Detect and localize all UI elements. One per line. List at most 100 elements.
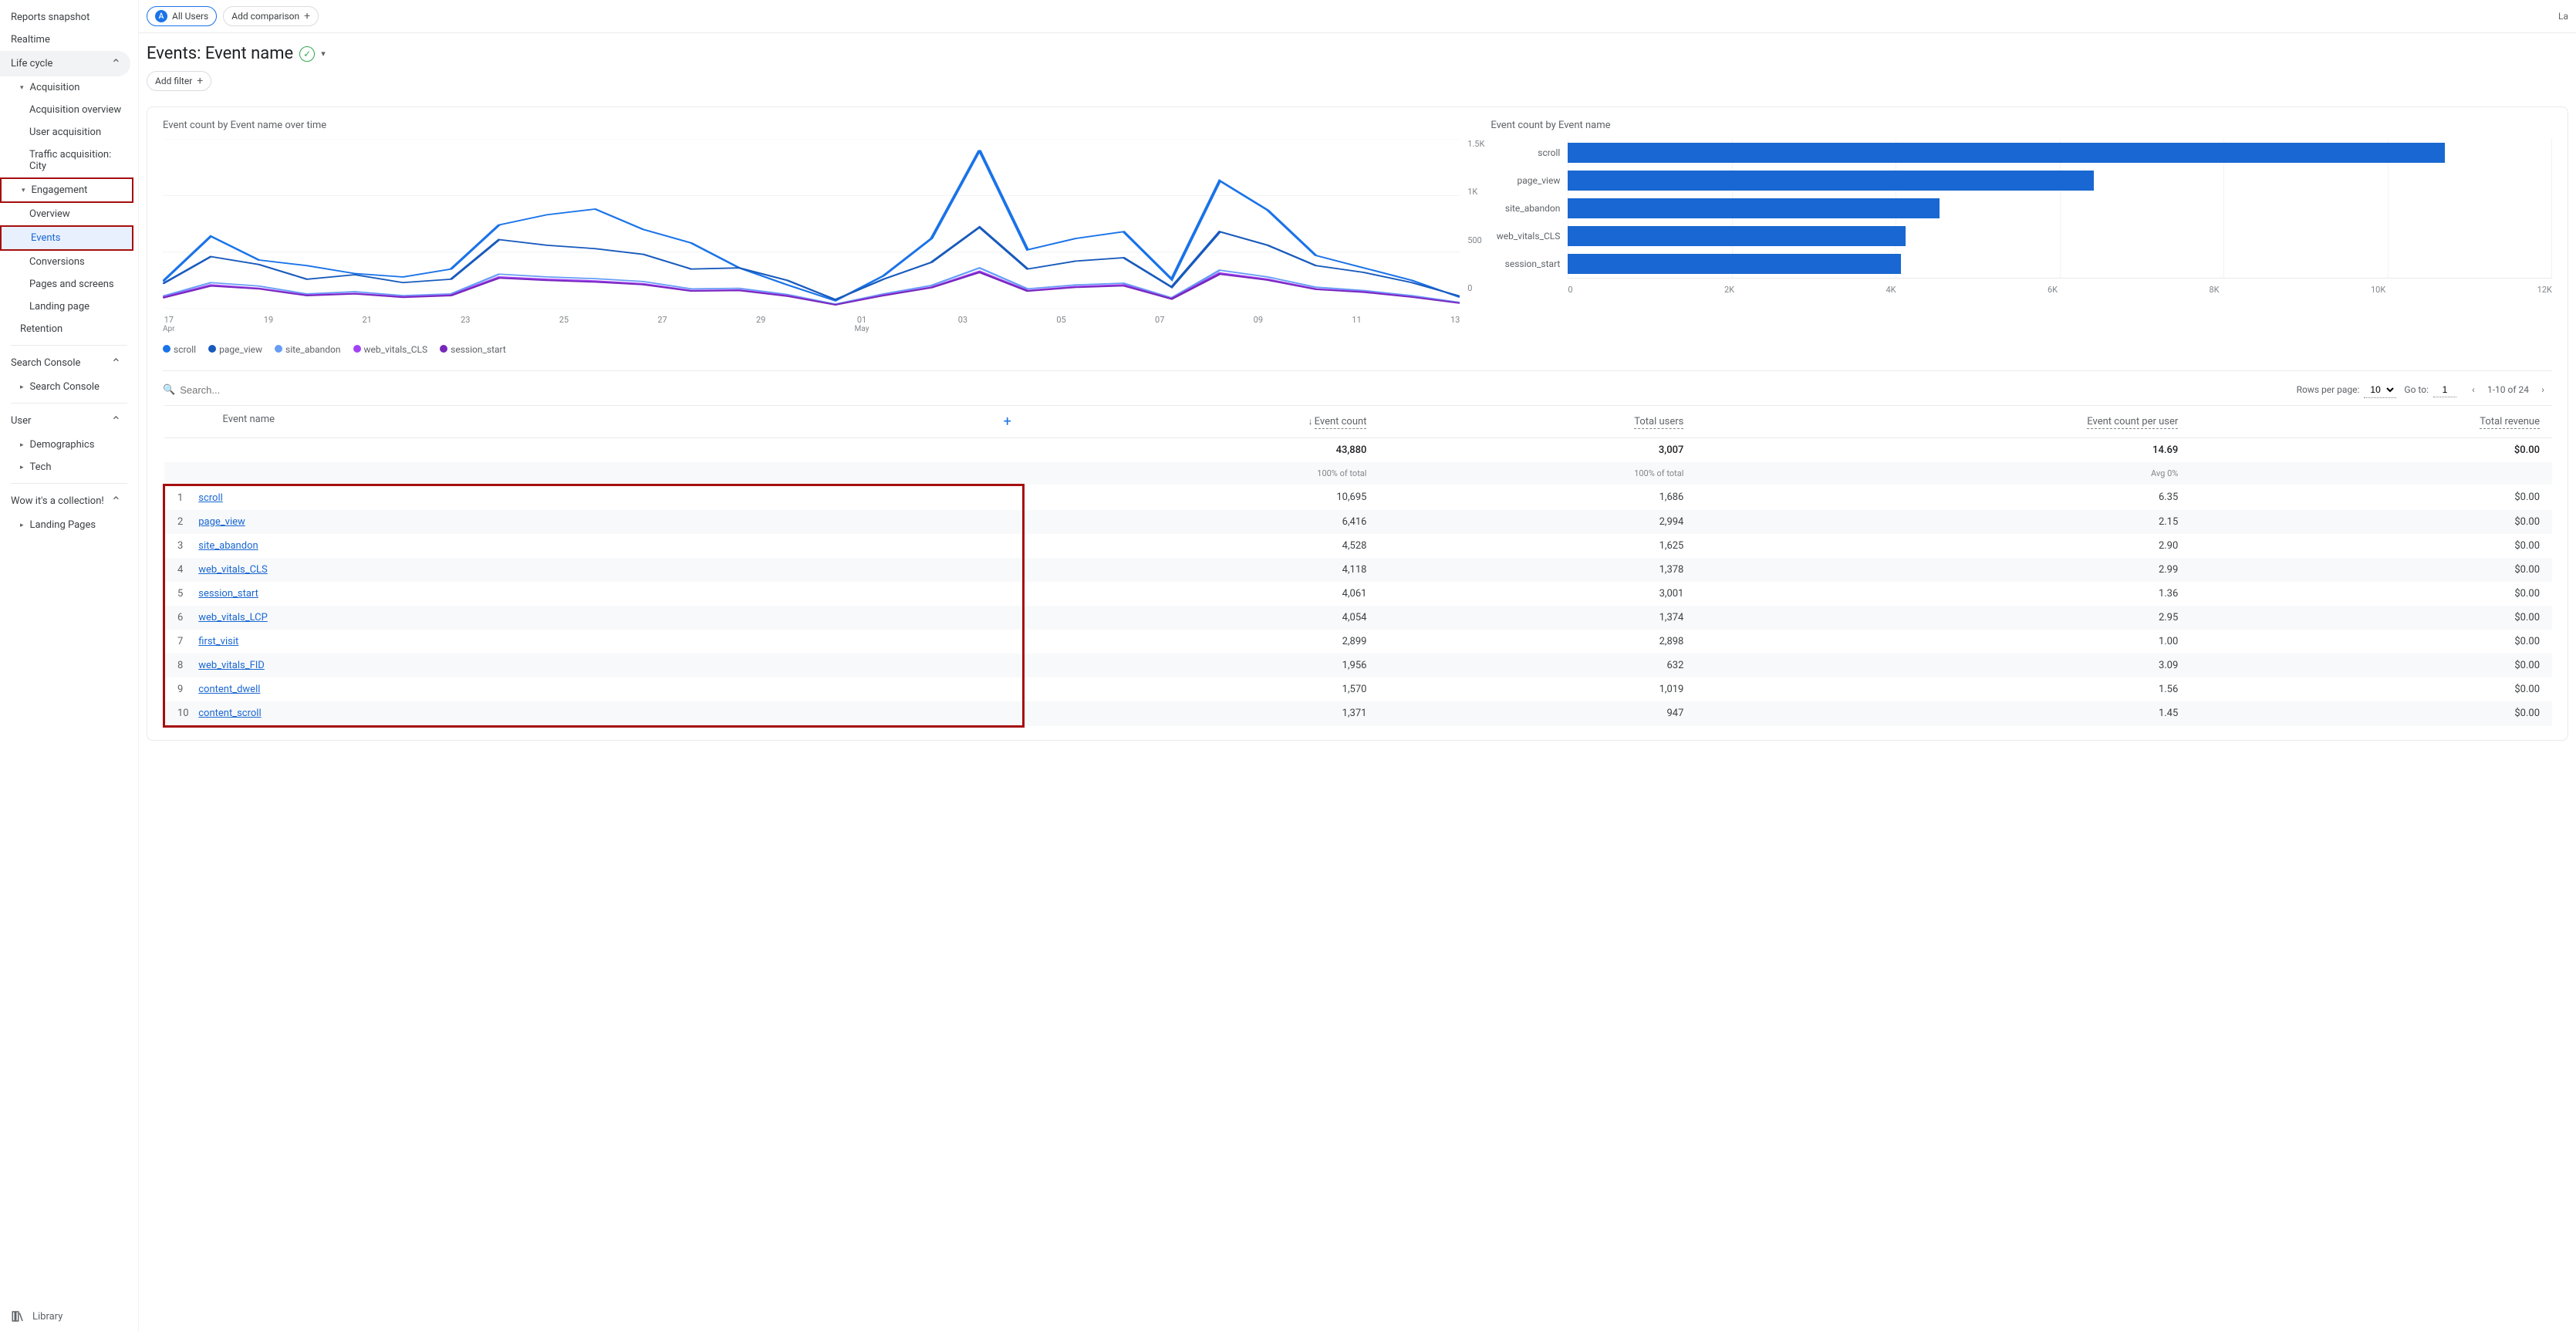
nav-search-console[interactable]: Search Console ⌃ [0, 350, 130, 376]
add-dimension-button[interactable]: + [1004, 414, 1011, 430]
cell-revenue: $0.00 [2190, 654, 2552, 677]
nav-overview[interactable]: Overview [0, 203, 138, 225]
cell-event-count: 6,416 [1024, 510, 1379, 534]
nav-conversions[interactable]: Conversions [0, 251, 138, 273]
chevron-up-icon: ⌃ [111, 494, 121, 508]
library-label: Library [32, 1311, 62, 1323]
col-per-user[interactable]: Event count per user [1696, 406, 2190, 438]
sidebar: Reports snapshot Realtime Life cycle ⌃ ▾… [0, 0, 139, 1331]
table-row[interactable]: 3 site_abandon 4,528 1,625 2.90 $0.00 [164, 534, 2553, 558]
row-number: 10 [177, 708, 196, 719]
goto-input[interactable] [2433, 383, 2456, 397]
sort-desc-icon: ↓ [1308, 416, 1313, 427]
check-icon: ✓ [299, 46, 315, 62]
nav-realtime[interactable]: Realtime [0, 29, 138, 51]
nav-pages[interactable]: Pages and screens [0, 273, 138, 296]
cell-per-user: 2.95 [1696, 606, 2190, 630]
event-link[interactable]: site_abandon [198, 540, 258, 552]
bar-row[interactable]: scroll [1491, 139, 2552, 167]
bar-row[interactable]: site_abandon [1491, 194, 2552, 222]
event-link[interactable]: web_vitals_CLS [198, 564, 268, 576]
legend-item[interactable]: page_view [208, 344, 262, 355]
legend-item[interactable]: scroll [163, 344, 196, 355]
dropdown-icon[interactable]: ▾ [321, 49, 326, 59]
library-icon [11, 1309, 25, 1323]
bar-row[interactable]: page_view [1491, 167, 2552, 194]
col-event-name[interactable]: Event name + [164, 406, 1024, 438]
nav-user-acq[interactable]: User acquisition [0, 121, 138, 144]
rows-per-page-select[interactable]: 10 [2364, 382, 2396, 398]
all-users-badge: A [155, 10, 167, 22]
col-revenue[interactable]: Total revenue [2190, 406, 2552, 438]
event-link[interactable]: web_vitals_LCP [198, 612, 268, 623]
next-page-button[interactable]: › [2534, 380, 2552, 399]
nav-traffic-acq[interactable]: Traffic acquisition: City [0, 144, 138, 177]
cell-revenue: $0.00 [2190, 485, 2552, 510]
col-event-count-label: Event count [1315, 416, 1367, 429]
nav-landing[interactable]: Landing page [0, 296, 138, 318]
legend-item[interactable]: session_start [440, 344, 506, 355]
cell-revenue: $0.00 [2190, 534, 2552, 558]
cell-per-user: 1.36 [1696, 582, 2190, 606]
table-row[interactable]: 9 content_dwell 1,570 1,019 1.56 $0.00 [164, 677, 2553, 701]
table-row[interactable]: 10 content_scroll 1,371 947 1.45 $0.00 [164, 701, 2553, 727]
page-title: Events: Event name ✓ ▾ [147, 44, 2568, 63]
nav-tech[interactable]: ▸ Tech [0, 456, 138, 478]
row-number: 4 [177, 564, 196, 576]
nav-engagement[interactable]: ▾ Engagement [2, 179, 132, 201]
table-row[interactable]: 1 scroll 10,695 1,686 6.35 $0.00 [164, 485, 2553, 510]
bar-row[interactable]: web_vitals_CLS [1491, 222, 2552, 250]
nav-acq-overview[interactable]: Acquisition overview [0, 99, 138, 121]
nav-life-cycle[interactable]: Life cycle ⌃ [0, 51, 130, 76]
nav-acquisition[interactable]: ▾ Acquisition [0, 76, 138, 99]
add-filter-button[interactable]: Add filter + [147, 71, 211, 91]
nav-search-console-sub[interactable]: ▸ Search Console [0, 376, 138, 398]
col-event-count[interactable]: ↓Event count [1024, 406, 1379, 438]
chip-all-users[interactable]: A All Users [147, 6, 217, 26]
search-input[interactable] [180, 384, 334, 396]
event-link[interactable]: content_scroll [198, 708, 261, 719]
event-link[interactable]: page_view [198, 516, 245, 528]
legend-item[interactable]: web_vitals_CLS [353, 344, 428, 355]
chip-add-comparison[interactable]: Add comparison + [223, 6, 319, 26]
cell-revenue: $0.00 [2190, 630, 2552, 654]
nav-collection[interactable]: Wow it's a collection! ⌃ [0, 488, 130, 514]
table-row[interactable]: 8 web_vitals_FID 1,956 632 3.09 $0.00 [164, 654, 2553, 677]
bar-fill [1568, 226, 1906, 246]
nav-retention[interactable]: Retention [0, 318, 138, 340]
event-link[interactable]: scroll [198, 492, 223, 504]
chevron-up-icon: ⌃ [111, 414, 121, 428]
library-button[interactable]: Library [11, 1309, 62, 1323]
table-row[interactable]: 7 first_visit 2,899 2,898 1.00 $0.00 [164, 630, 2553, 654]
bar-row[interactable]: session_start [1491, 250, 2552, 278]
cell-per-user: 3.09 [1696, 654, 2190, 677]
line-chart-y-axis: 1.5K1K5000 [1467, 139, 1484, 293]
chevron-up-icon: ⌃ [111, 356, 121, 370]
line-chart [163, 139, 1460, 309]
cell-event-count: 10,695 [1024, 485, 1379, 510]
table-row[interactable]: 6 web_vitals_LCP 4,054 1,374 2.95 $0.00 [164, 606, 2553, 630]
event-link[interactable]: web_vitals_FID [198, 660, 265, 671]
table-row[interactable]: 4 web_vitals_CLS 4,118 1,378 2.99 $0.00 [164, 558, 2553, 582]
event-link[interactable]: session_start [198, 588, 258, 600]
event-link[interactable]: content_dwell [198, 684, 260, 695]
nav-events[interactable]: Events [2, 227, 132, 249]
table-row[interactable]: 2 page_view 6,416 2,994 2.15 $0.00 [164, 510, 2553, 534]
col-total-users[interactable]: Total users [1379, 406, 1696, 438]
chevron-up-icon: ⌃ [111, 56, 121, 71]
nav-demographics[interactable]: ▸ Demographics [0, 434, 138, 456]
cell-per-user: 2.99 [1696, 558, 2190, 582]
row-number: 8 [177, 660, 196, 671]
nav-user[interactable]: User ⌃ [0, 408, 130, 434]
prev-page-button[interactable]: ‹ [2464, 380, 2483, 399]
search-box[interactable]: 🔍 [163, 384, 2289, 396]
nav-landing-pages[interactable]: ▸ Landing Pages [0, 514, 138, 536]
nav-reports-snapshot[interactable]: Reports snapshot [0, 6, 138, 29]
line-chart-legend: scroll page_view site_abandon web_vitals_CL… [163, 333, 1460, 355]
table-row[interactable]: 5 session_start 4,061 3,001 1.36 $0.00 [164, 582, 2553, 606]
event-link[interactable]: first_visit [198, 636, 238, 647]
bar-fill [1568, 171, 2094, 191]
page-info: 1-10 of 24 [2487, 384, 2529, 395]
legend-item[interactable]: site_abandon [275, 344, 340, 355]
bar-label: page_view [1491, 175, 1568, 186]
